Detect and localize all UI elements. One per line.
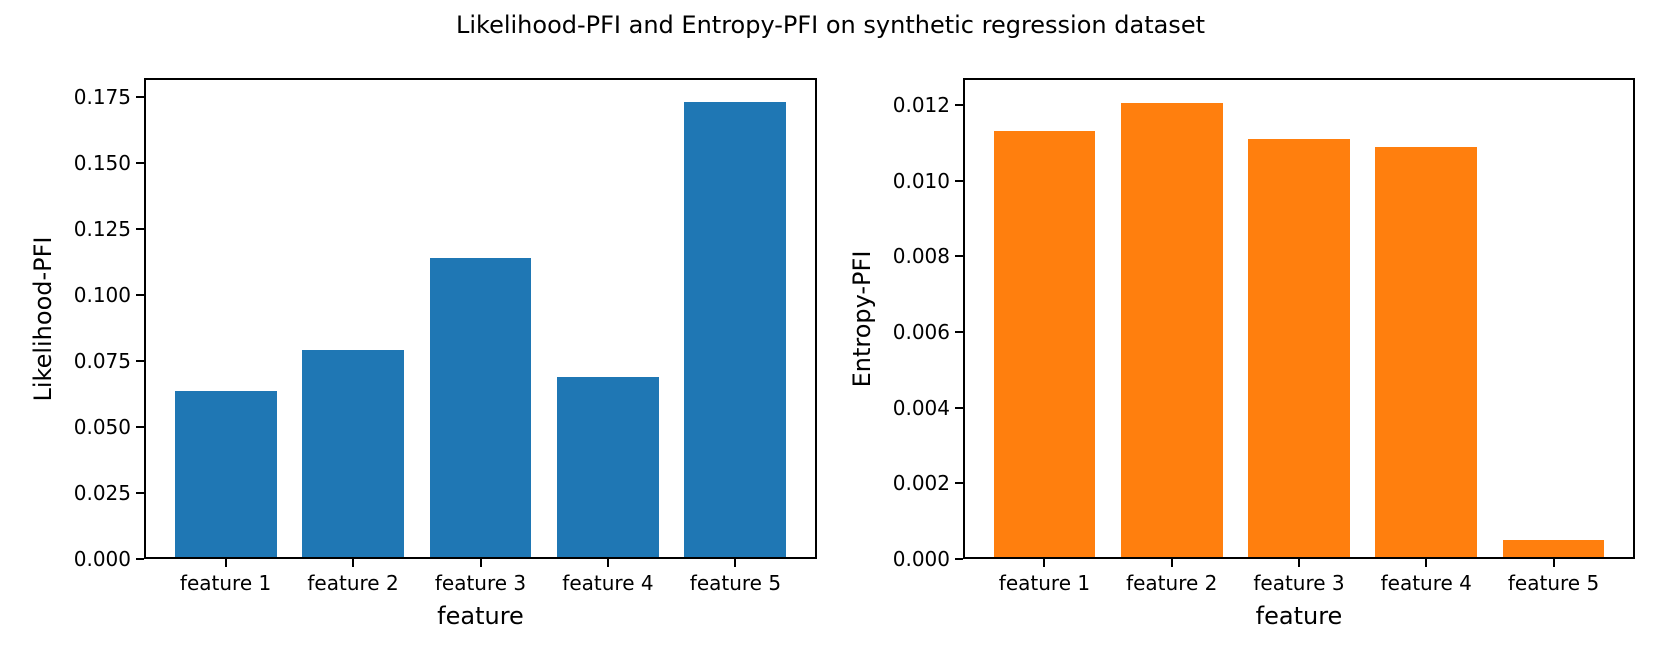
y-tick-label: 0.025 xyxy=(73,481,131,506)
y-tick-mark xyxy=(955,558,963,560)
y-tick-label: 0.125 xyxy=(73,217,131,242)
figure-title: Likelihood-PFI and Entropy-PFI on synthe… xyxy=(455,11,1205,39)
x-tick-mark xyxy=(352,559,355,567)
x-tick-label: feature 3 xyxy=(434,571,527,595)
y-tick-label: 0.002 xyxy=(892,471,950,496)
x-tick-mark xyxy=(1552,559,1555,567)
bar-feature-2 xyxy=(302,350,405,559)
y-tick-label: 0.010 xyxy=(892,168,950,193)
y-tick-label: 0.004 xyxy=(892,395,950,420)
bar-feature-2 xyxy=(1120,102,1223,559)
x-tick-label: feature 4 xyxy=(562,571,654,595)
x-tick-label: feature 2 xyxy=(307,571,399,595)
y-tick-mark xyxy=(955,179,963,182)
x-tick-mark xyxy=(606,559,609,567)
y-tick-label: 0.100 xyxy=(73,283,131,308)
y-tick-mark xyxy=(136,162,144,165)
y-tick-label: 0.175 xyxy=(73,85,131,110)
entropy-pfi-plot: Entropy-PFI feature feature 1 feature 2 fe… xyxy=(848,78,1635,628)
x-tick-mark xyxy=(479,559,482,567)
y-tick-label: 0.075 xyxy=(73,349,131,374)
bar-feature-4 xyxy=(556,376,659,559)
x-tick-label: feature 1 xyxy=(998,571,1091,595)
y-tick-mark xyxy=(136,492,144,495)
y-tick-label: 0.006 xyxy=(892,319,950,344)
y-tick-mark xyxy=(136,558,144,560)
y-tick-label: 0.012 xyxy=(892,92,950,117)
bar-feature-3 xyxy=(429,258,532,559)
y-tick-mark xyxy=(136,360,144,363)
x-tick-label: feature 5 xyxy=(1507,571,1600,595)
y-axis-label: Entropy-PFI xyxy=(848,250,876,387)
x-axis-label: feature xyxy=(437,602,524,630)
x-axis-label: feature xyxy=(1255,602,1343,630)
y-tick-mark xyxy=(136,426,144,429)
y-tick-mark xyxy=(955,330,963,333)
y-tick-label: 0.150 xyxy=(73,151,131,176)
x-tick-mark xyxy=(1298,559,1300,567)
y-tick-label: 0.000 xyxy=(892,547,950,571)
x-tick-mark xyxy=(1043,559,1046,567)
y-tick-mark xyxy=(955,255,963,258)
y-tick-label: 0.008 xyxy=(892,244,950,269)
bar-feature-5 xyxy=(1502,540,1605,559)
bar-feature-4 xyxy=(1375,146,1478,559)
y-tick-mark xyxy=(136,96,144,99)
x-tick-mark xyxy=(224,559,227,567)
bar-feature-3 xyxy=(1248,138,1350,559)
y-axis-label: Likelihood-PFI xyxy=(29,235,57,402)
y-tick-mark xyxy=(136,294,144,297)
x-tick-label: feature 5 xyxy=(689,571,782,595)
x-tick-mark xyxy=(1425,559,1428,567)
x-tick-label: feature 1 xyxy=(179,571,272,595)
x-tick-label: feature 3 xyxy=(1253,571,1345,595)
y-tick-label: 0.000 xyxy=(73,547,131,571)
bar-feature-1 xyxy=(993,131,1096,559)
x-tick-label: feature 4 xyxy=(1380,571,1472,595)
y-tick-mark xyxy=(955,482,963,485)
y-tick-mark xyxy=(955,103,963,106)
x-tick-mark xyxy=(1170,559,1173,567)
y-tick-mark xyxy=(136,228,144,231)
bar-feature-1 xyxy=(174,390,277,559)
y-tick-mark xyxy=(955,406,963,409)
x-tick-label: feature 2 xyxy=(1126,571,1218,595)
likelihood-pfi-plot: Likelihood-PFI feature feature 1 feature … xyxy=(29,78,817,628)
y-tick-label: 0.050 xyxy=(73,415,131,440)
x-tick-mark xyxy=(734,559,737,567)
bar-feature-5 xyxy=(684,102,787,559)
